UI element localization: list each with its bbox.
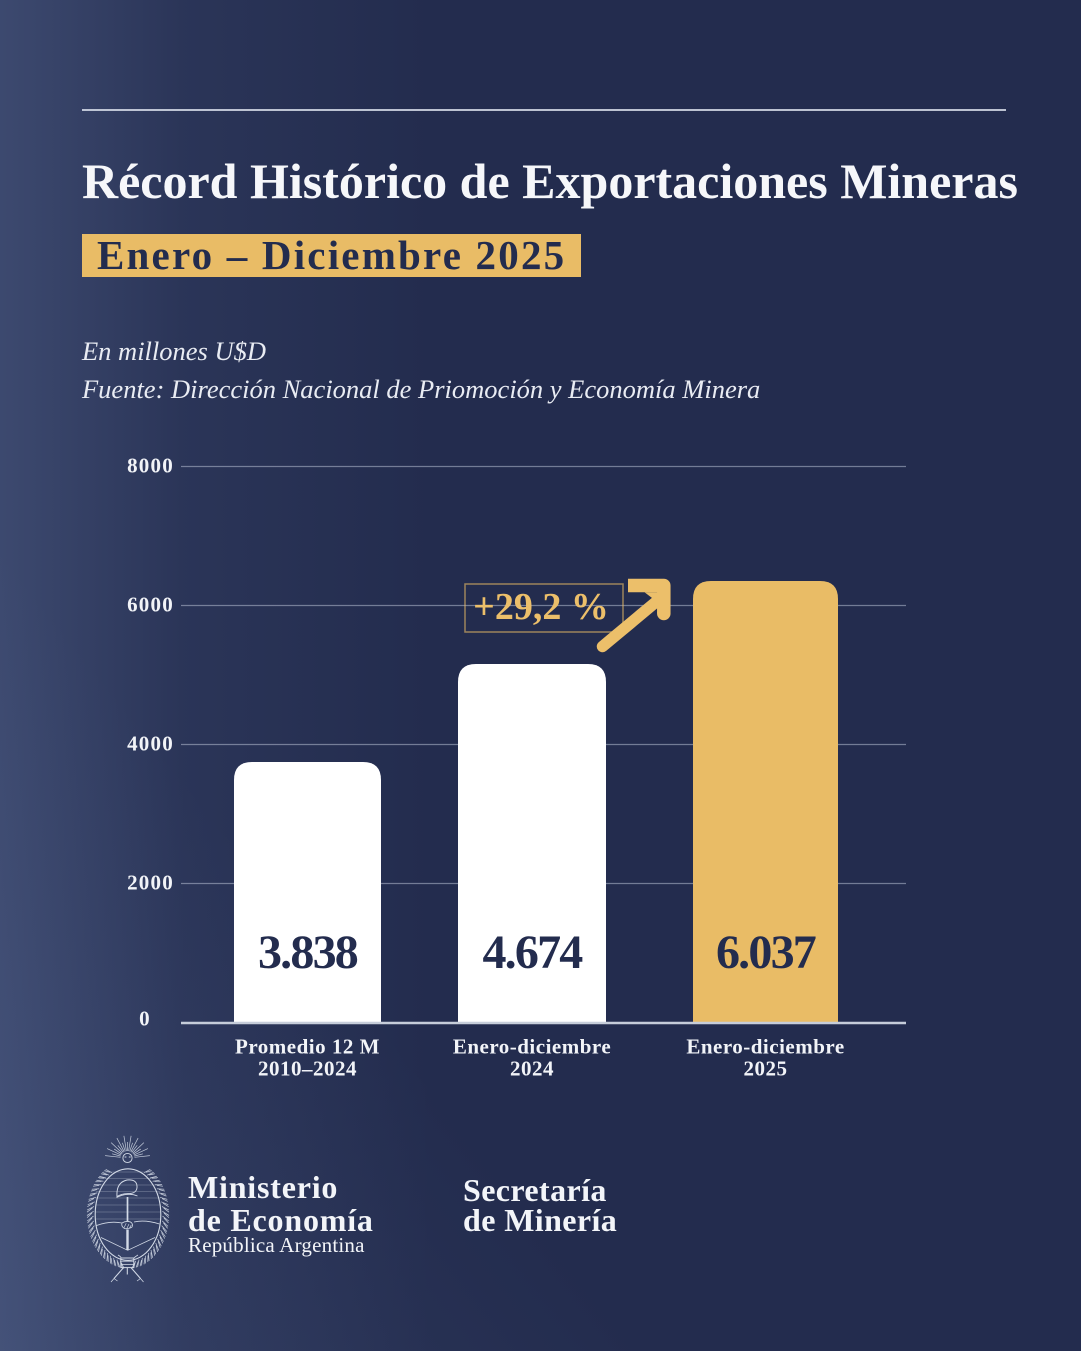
- svg-text:2024: 2024: [510, 1057, 554, 1081]
- svg-text:+29,2 %: +29,2 %: [473, 586, 609, 628]
- svg-text:3.838: 3.838: [258, 926, 358, 979]
- svg-text:2010–2024: 2010–2024: [258, 1057, 357, 1081]
- svg-text:Promedio 12 M: Promedio 12 M: [235, 1035, 380, 1059]
- svg-text:Enero-diciembre: Enero-diciembre: [453, 1035, 611, 1059]
- svg-text:4000: 4000: [127, 732, 174, 756]
- svg-text:2000: 2000: [127, 871, 174, 895]
- svg-text:8000: 8000: [127, 454, 174, 478]
- svg-text:6.037: 6.037: [716, 926, 816, 979]
- svg-text:6000: 6000: [127, 593, 174, 617]
- svg-text:2025: 2025: [744, 1057, 788, 1081]
- svg-text:Enero-diciembre: Enero-diciembre: [686, 1035, 844, 1059]
- svg-text:0: 0: [139, 1007, 151, 1031]
- svg-text:4.674: 4.674: [482, 926, 583, 979]
